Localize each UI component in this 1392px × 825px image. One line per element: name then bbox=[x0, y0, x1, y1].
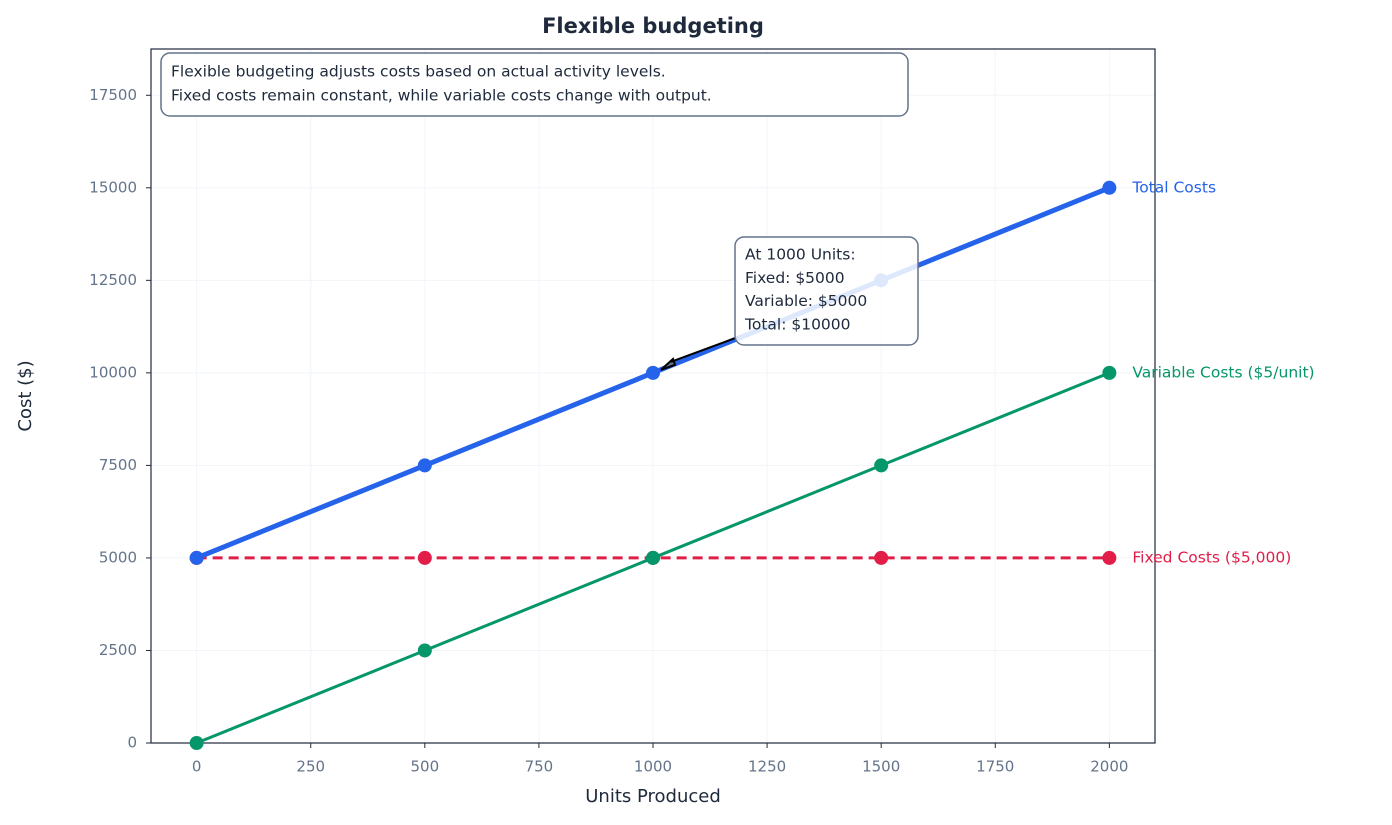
y-tick-label: 15000 bbox=[89, 178, 137, 196]
annotation-arrow bbox=[660, 336, 739, 371]
annotation-text: Variable: $5000 bbox=[745, 292, 867, 310]
info-text: Flexible budgeting adjusts costs based o… bbox=[171, 63, 666, 81]
y-tick-label: 7500 bbox=[99, 456, 137, 474]
x-tick-label: 750 bbox=[525, 758, 554, 776]
data-point bbox=[1102, 550, 1117, 565]
annotation-box bbox=[734, 236, 919, 346]
y-tick-label: 17500 bbox=[89, 86, 137, 104]
y-tick-label: 12500 bbox=[89, 271, 137, 289]
y-tick-label: 2500 bbox=[99, 641, 137, 659]
x-tick-label: 0 bbox=[192, 758, 202, 776]
info-box bbox=[160, 52, 909, 117]
x-axis-label: Units Produced bbox=[585, 786, 721, 807]
data-point bbox=[1102, 180, 1117, 195]
data-point bbox=[417, 643, 432, 658]
x-tick-label: 250 bbox=[296, 758, 325, 776]
x-tick-label: 1250 bbox=[748, 758, 786, 776]
x-tick-label: 2000 bbox=[1090, 758, 1128, 776]
data-point bbox=[646, 365, 660, 380]
annotation-text: Total: $10000 bbox=[744, 315, 851, 333]
y-tick-label: 0 bbox=[127, 734, 137, 752]
x-tick-label: 1000 bbox=[634, 758, 672, 776]
data-point bbox=[417, 550, 432, 565]
series-label: Fixed Costs ($5,000) bbox=[1132, 548, 1291, 566]
info-text: Fixed costs remain constant, while varia… bbox=[171, 87, 712, 105]
data-point bbox=[646, 550, 660, 565]
series-label: Total Costs bbox=[1131, 178, 1216, 196]
x-tick-label: 1500 bbox=[862, 758, 900, 776]
data-point bbox=[189, 736, 204, 750]
data-point bbox=[874, 550, 889, 565]
x-tick-label: 500 bbox=[410, 758, 439, 776]
y-axis-label: Cost ($) bbox=[15, 360, 36, 431]
y-tick-label: 10000 bbox=[89, 363, 137, 381]
data-point bbox=[1102, 365, 1117, 380]
plot-frame bbox=[150, 48, 1156, 744]
data-point bbox=[189, 550, 204, 565]
data-point bbox=[417, 458, 432, 473]
chart-title: Flexible budgeting bbox=[542, 14, 764, 38]
annotation-text: At 1000 Units: bbox=[745, 246, 856, 264]
series-label: Variable Costs ($5/unit) bbox=[1132, 363, 1314, 381]
y-tick-label: 5000 bbox=[99, 548, 137, 566]
annotation-text: Fixed: $5000 bbox=[745, 269, 845, 287]
x-tick-label: 1750 bbox=[976, 758, 1014, 776]
data-point bbox=[874, 458, 889, 473]
